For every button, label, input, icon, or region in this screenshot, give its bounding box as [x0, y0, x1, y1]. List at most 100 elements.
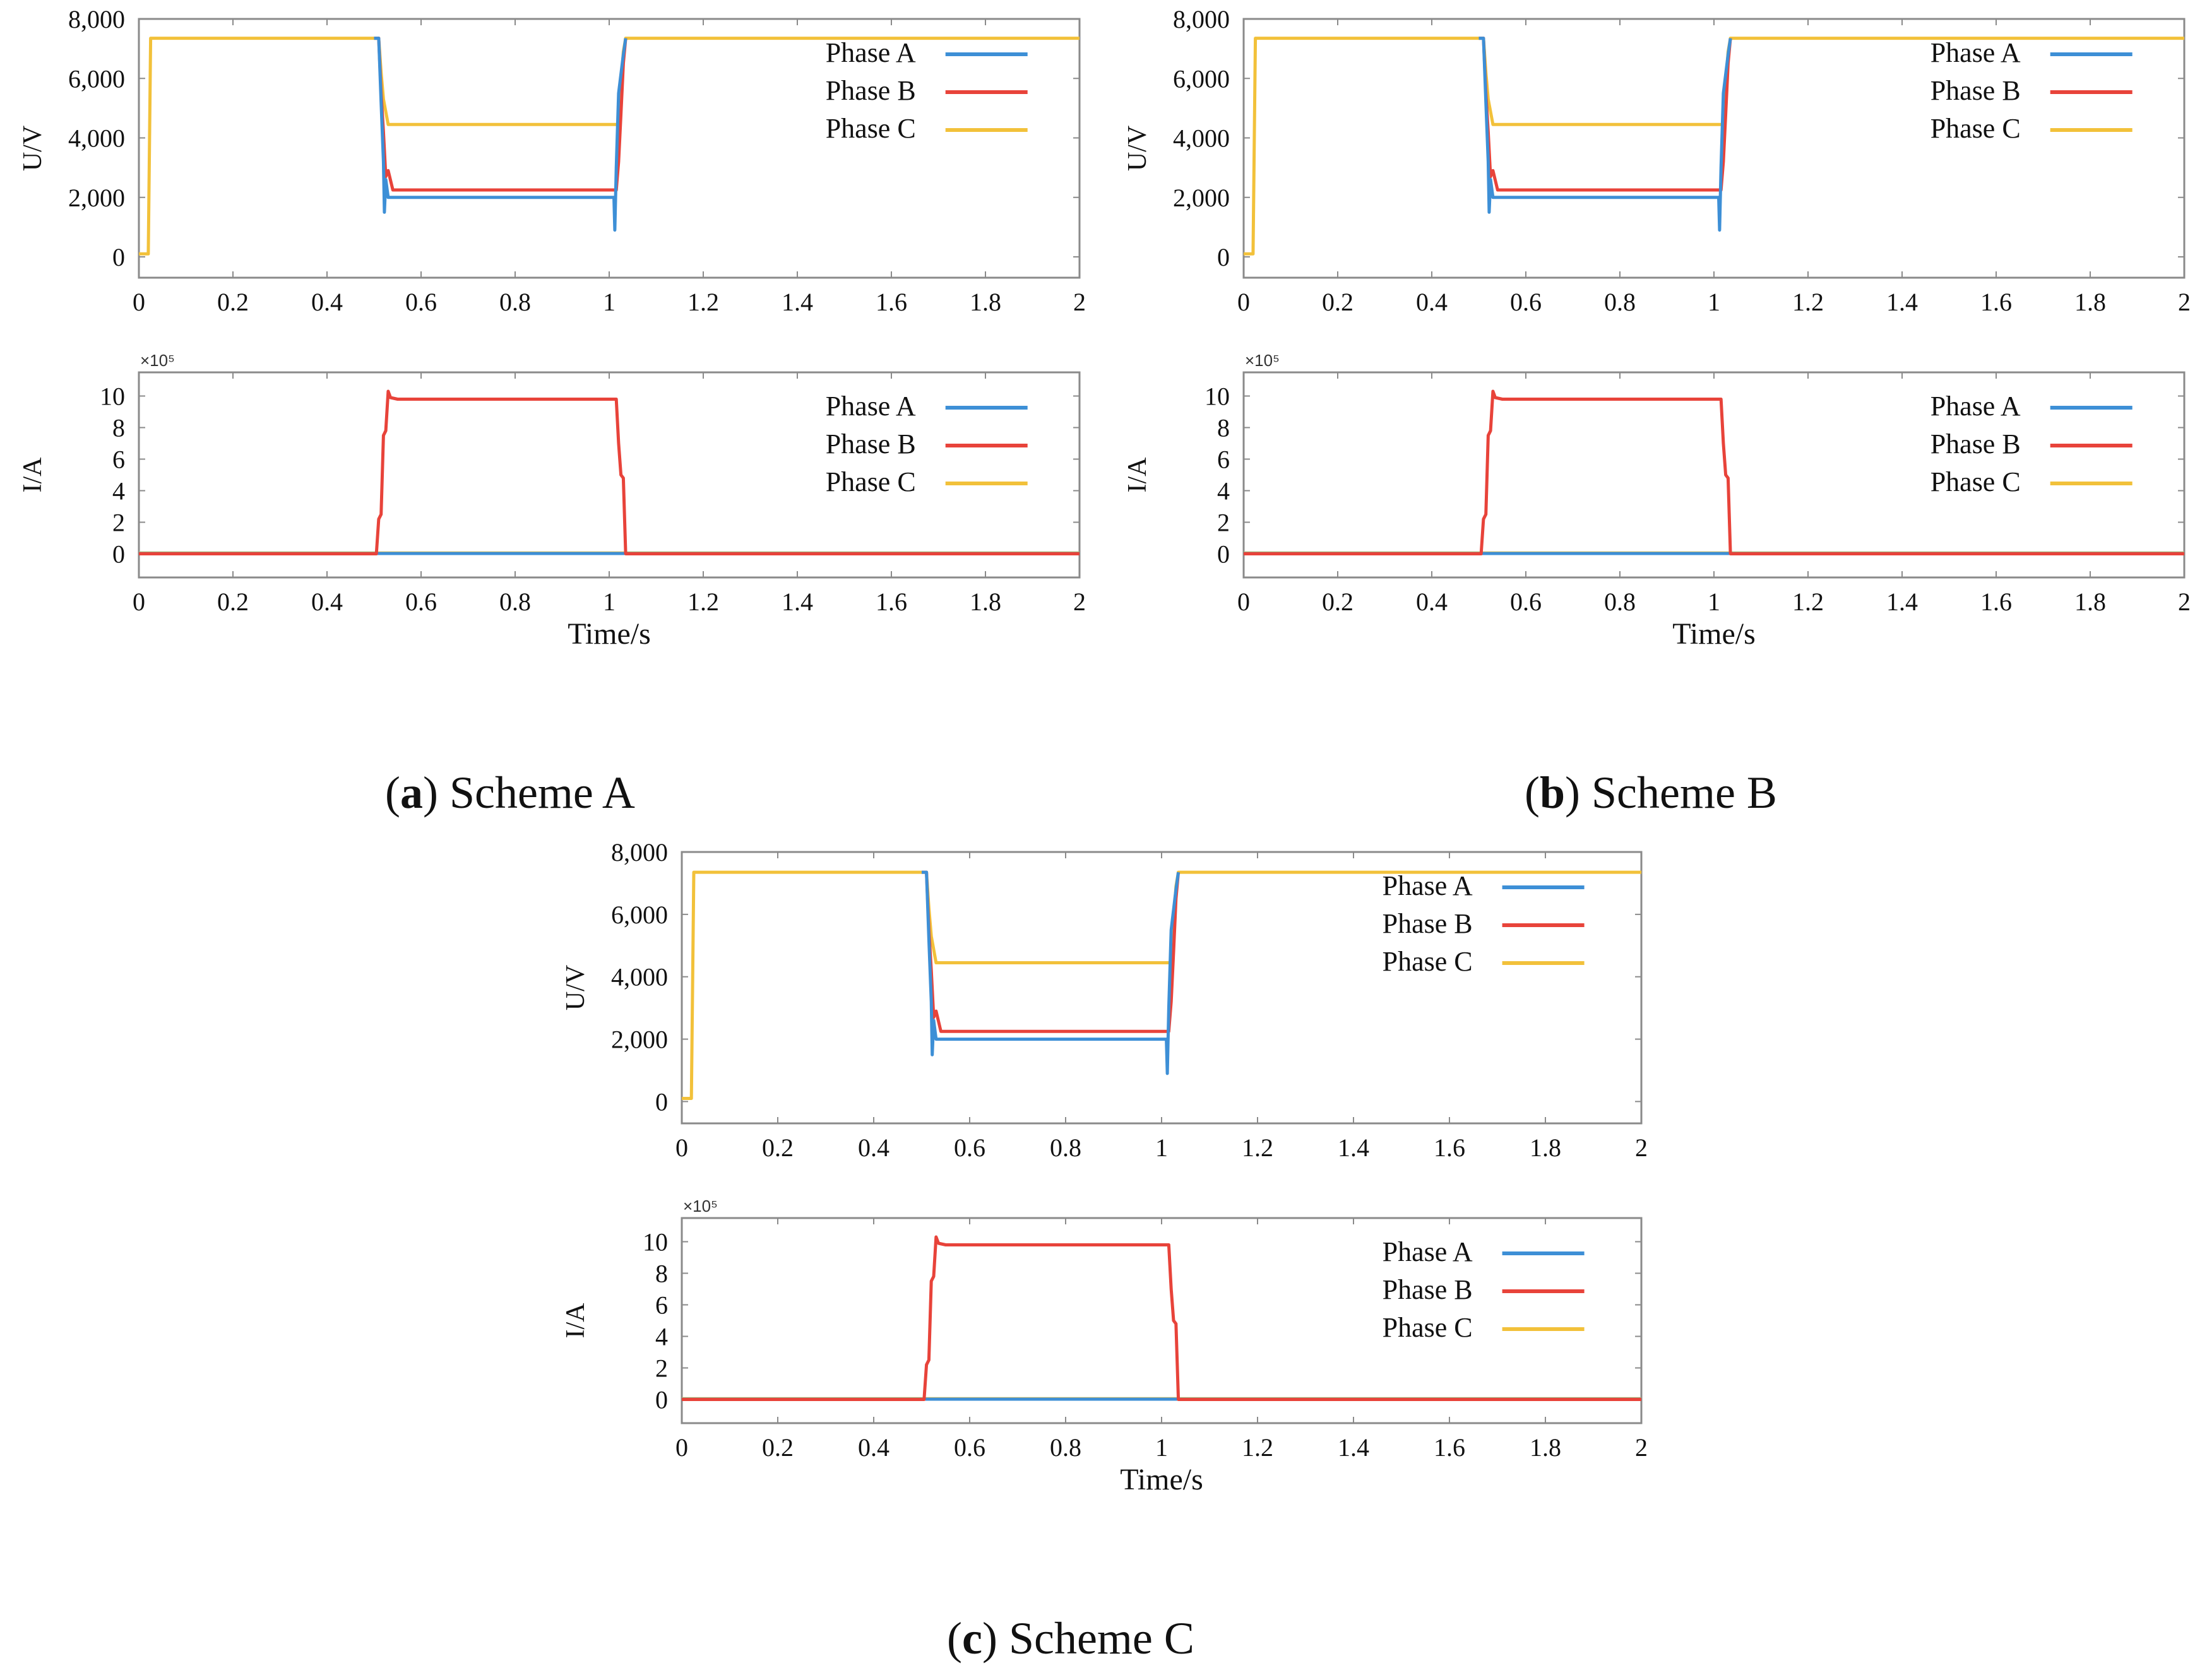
- x-tick-label: 1: [1708, 288, 1720, 316]
- legend-label: Phase A: [1383, 1236, 1473, 1267]
- x-tick-label: 1.4: [1338, 1433, 1369, 1462]
- y-tick-label: 0: [655, 1386, 668, 1414]
- x-tick-label: 1.6: [1434, 1433, 1465, 1462]
- x-tick-label: 1: [1155, 1433, 1168, 1462]
- series-line-phase-a: [374, 37, 628, 232]
- y-multiplier: ×10⁵: [683, 1197, 718, 1216]
- x-tick-label: 0.8: [1604, 588, 1636, 616]
- y-tick-label: 10: [100, 382, 125, 411]
- y-axis-label: I/A: [561, 1303, 590, 1339]
- current-plot-scheme-c: 0 2 4 6 8 10 0 0.2 0.4 0.6 0.8 1 1.2 1.4 1.6 1.8 2 I/A ×10…: [561, 1197, 1648, 1496]
- x-tick-label: 0.4: [1416, 288, 1448, 316]
- y-tick-label: 6,000: [68, 64, 125, 93]
- plot-frame: [681, 1217, 1643, 1424]
- y-tick-label: 2,000: [611, 1026, 668, 1054]
- x-tick-label: 1.2: [1242, 1133, 1273, 1162]
- x-tick-label: 0: [133, 588, 145, 616]
- chart-svg: 0 2 4 6 8 10 0 0.2 0.4 0.6 0.8 1 1.2 1.4 1.6 1.8 2 I/A ×10…: [1123, 351, 2191, 651]
- x-tick-label: 1.8: [2074, 588, 2106, 616]
- y-tick-label: 8: [112, 414, 125, 442]
- chart-svg: 0 2 4 6 8 10 0 0.2 0.4 0.6 0.8 1 1.2 1.4 1.6 1.8 2 I/A ×10…: [561, 1197, 1648, 1496]
- x-tick-label: 1.6: [876, 588, 907, 616]
- y-tick-label: 8,000: [1173, 5, 1230, 33]
- y-tick-label: 0: [655, 1087, 668, 1116]
- y-axis-label: U/V: [18, 126, 47, 171]
- x-tick-label: 1.2: [1242, 1433, 1273, 1462]
- x-tick-label: 0.2: [217, 588, 249, 616]
- x-tick-label: 0.8: [499, 588, 531, 616]
- x-tick-label: 1.8: [970, 288, 1001, 316]
- x-tick-label: 1: [1155, 1133, 1168, 1162]
- x-tick-label: 1.2: [687, 588, 719, 616]
- x-tick-label: 0: [675, 1133, 688, 1162]
- x-tick-label: 2: [2178, 288, 2191, 316]
- y-axis-label: U/V: [561, 965, 590, 1010]
- y-multiplier: ×10⁵: [140, 351, 175, 370]
- y-tick-label: 6: [1217, 446, 1230, 474]
- y-tick-label: 4,000: [68, 124, 125, 153]
- x-tick-label: 0: [1237, 588, 1250, 616]
- x-axis-label: Time/s: [1120, 1463, 1203, 1496]
- x-tick-label: 1: [603, 288, 616, 316]
- x-tick-label: 2: [1073, 288, 1086, 316]
- y-tick-label: 2: [112, 509, 125, 537]
- series-line-phase-b: [1244, 389, 2184, 555]
- legend-label: Phase A: [1383, 870, 1473, 901]
- legend-label: Phase C: [1383, 946, 1473, 977]
- legend-label: Phase C: [1930, 466, 2021, 497]
- x-tick-label: 0.2: [762, 1433, 794, 1462]
- x-tick-label: 1.2: [687, 288, 719, 316]
- legend-label: Phase B: [1383, 908, 1473, 939]
- y-tick-label: 10: [1205, 382, 1230, 411]
- y-tick-label: 4,000: [611, 963, 668, 991]
- x-tick-label: 0: [133, 288, 145, 316]
- x-tick-label: 1.8: [1530, 1433, 1561, 1462]
- y-tick-label: 0: [1217, 243, 1230, 271]
- x-tick-label: 0.2: [1322, 288, 1353, 316]
- x-tick-label: 0.8: [499, 288, 531, 316]
- voltage-plot-scheme-a: 0 2,000 4,000 6,000 8,000 0 0.2 0.4 0.6 0.8 1 1.2 1.…: [18, 5, 1086, 316]
- x-tick-label: 0.2: [1322, 588, 1353, 616]
- x-tick-label: 1.6: [876, 288, 907, 316]
- series-line-phase-b: [139, 389, 1080, 555]
- x-axis-label: Time/s: [1672, 617, 1756, 651]
- caption-scheme-a: (a) Scheme A: [385, 767, 635, 818]
- x-tick-label: 0.4: [311, 288, 343, 316]
- x-tick-label: 1.2: [1792, 288, 1824, 316]
- series-line-phase-a: [1478, 37, 1732, 232]
- y-tick-label: 8,000: [68, 5, 125, 33]
- x-tick-label: 0.4: [1416, 588, 1448, 616]
- current-plot-scheme-a: 0 2 4 6 8 10 0 0.2 0.4 0.6 0.8 1 1.2 1.4 1.6 1.8 2 I/A ×10…: [18, 351, 1086, 651]
- y-tick-label: 6,000: [1173, 64, 1230, 93]
- y-multiplier: ×10⁵: [1245, 351, 1280, 370]
- plot-frame: [138, 371, 1081, 579]
- series-line-phase-a: [922, 870, 1181, 1075]
- caption-scheme-b: (b) Scheme B: [1525, 767, 1777, 818]
- y-tick-label: 2,000: [68, 184, 125, 212]
- x-tick-label: 0.6: [405, 288, 437, 316]
- y-axis-label: U/V: [1123, 126, 1152, 171]
- legend-label: Phase A: [826, 391, 916, 422]
- y-axis-label: I/A: [1123, 457, 1152, 493]
- x-tick-label: 1.8: [970, 588, 1001, 616]
- y-tick-label: 0: [112, 243, 125, 271]
- y-tick-label: 6: [112, 446, 125, 474]
- x-tick-label: 0: [1237, 288, 1250, 316]
- y-tick-label: 8,000: [611, 838, 668, 867]
- legend-label: Phase A: [826, 37, 916, 68]
- x-tick-label: 1.4: [1338, 1133, 1369, 1162]
- legend-label: Phase A: [1930, 391, 2021, 422]
- x-tick-label: 0.4: [311, 588, 343, 616]
- y-tick-label: 8: [1217, 414, 1230, 442]
- legend-label: Phase C: [1930, 113, 2021, 144]
- legend-label: Phase B: [1930, 75, 2021, 106]
- caption-letter: a: [400, 767, 423, 818]
- legend-label: Phase A: [1930, 37, 2021, 68]
- x-tick-label: 2: [1635, 1133, 1648, 1162]
- x-tick-label: 2: [1635, 1433, 1648, 1462]
- y-tick-label: 2,000: [1173, 184, 1230, 212]
- y-tick-label: 2: [1217, 509, 1230, 537]
- x-tick-label: 1.8: [1530, 1133, 1561, 1162]
- x-tick-label: 0.6: [405, 588, 437, 616]
- caption-text: Scheme A: [449, 767, 635, 818]
